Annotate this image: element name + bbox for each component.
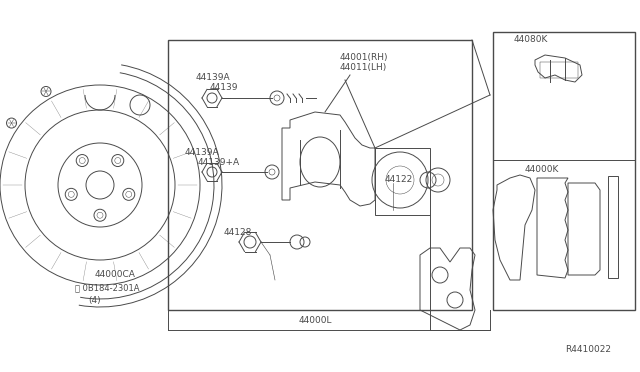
Text: 44139: 44139 xyxy=(210,83,239,92)
Text: 44000K: 44000K xyxy=(525,165,559,174)
Text: R4410022: R4410022 xyxy=(565,345,611,354)
Text: 44000CA: 44000CA xyxy=(95,270,136,279)
Bar xyxy=(540,62,578,78)
Text: 44139A: 44139A xyxy=(196,73,230,82)
Text: 44139+A: 44139+A xyxy=(198,158,240,167)
Text: 44000L: 44000L xyxy=(298,316,332,325)
Text: (4): (4) xyxy=(88,296,100,305)
Text: 44128: 44128 xyxy=(224,228,252,237)
Bar xyxy=(168,40,472,310)
Text: 44001(RH): 44001(RH) xyxy=(340,53,388,62)
Text: 44122: 44122 xyxy=(385,175,413,184)
Text: 44011(LH): 44011(LH) xyxy=(340,63,387,72)
Text: 44139A: 44139A xyxy=(185,148,220,157)
Text: 44080K: 44080K xyxy=(514,35,548,44)
Bar xyxy=(375,148,430,215)
Bar xyxy=(493,32,635,310)
Text: Ⓑ 0B184-2301A: Ⓑ 0B184-2301A xyxy=(75,283,140,292)
